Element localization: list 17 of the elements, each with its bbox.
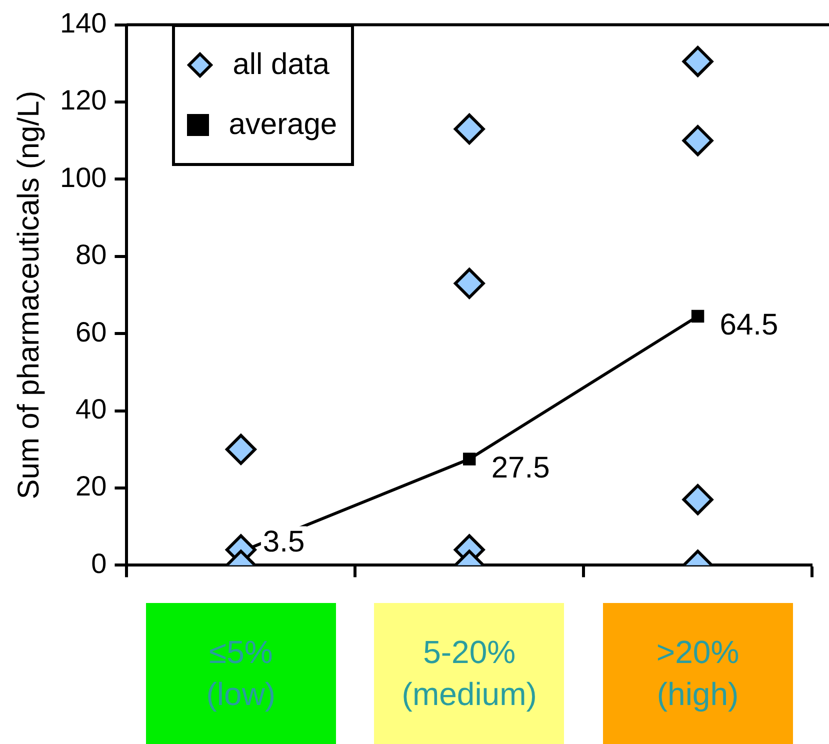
data-label: 27.5 bbox=[491, 451, 550, 484]
legend-label: average bbox=[228, 106, 338, 143]
y-tick-label: 40 bbox=[76, 394, 107, 425]
y-tick-label: 80 bbox=[76, 239, 107, 270]
data-label: 64.5 bbox=[720, 308, 778, 342]
data-label: 3.5 bbox=[262, 525, 305, 558]
y-tick-label: 20 bbox=[76, 470, 107, 502]
y-tick-label: 60 bbox=[76, 316, 107, 348]
y-tick-label: 140 bbox=[60, 8, 107, 39]
label-box: ≤5% (low) bbox=[146, 603, 336, 744]
y-axis-title: Sum of pharmaceuticals (ng/L) bbox=[12, 90, 46, 500]
legend-label: all data bbox=[232, 46, 330, 83]
y-tick-label: 100 bbox=[60, 162, 107, 193]
label-box: 5-20% (medium) bbox=[374, 603, 564, 744]
y-tick-label: 120 bbox=[60, 84, 107, 116]
y-tick-label: 0 bbox=[91, 548, 107, 579]
label-box: >20% (high) bbox=[602, 603, 793, 744]
